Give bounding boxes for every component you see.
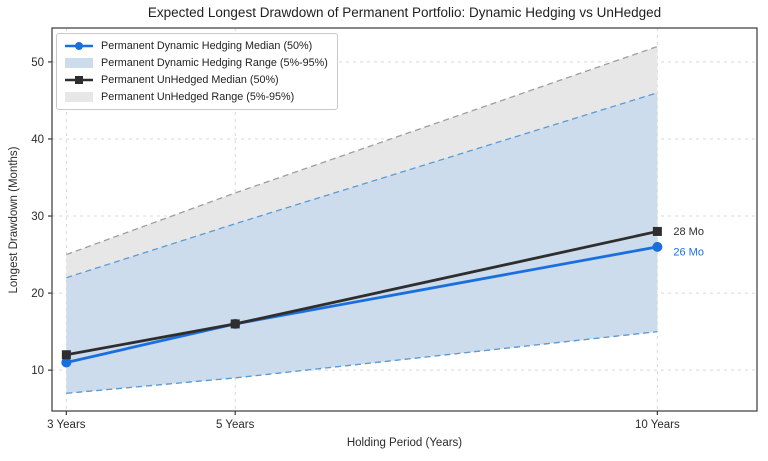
- y-tick-label: 30: [31, 211, 44, 223]
- legend-label: Permanent UnHedged Median (50%): [101, 74, 279, 86]
- circle-marker: [61, 357, 72, 368]
- circle-marker: [652, 241, 663, 252]
- line-square-marker-icon: [64, 74, 94, 86]
- y-tick-label: 40: [31, 134, 44, 146]
- x-axis-label: Holding Period (Years): [346, 437, 463, 449]
- band-swatch-icon: [64, 57, 94, 69]
- x-tick-label: 10 Years: [635, 419, 680, 431]
- square-marker: [230, 319, 240, 329]
- y-axis-label: Longest Drawdown (Months): [8, 146, 20, 294]
- x-tick-label: 3 Years: [47, 419, 86, 431]
- legend-item-unhedged-range: Permanent UnHedged Range (5%-95%): [64, 90, 328, 104]
- legend-label: Permanent Dynamic Hedging Range (5%-95%): [101, 57, 328, 69]
- legend-item-dynamic-hedging-range: Permanent Dynamic Hedging Range (5%-95%): [64, 56, 328, 70]
- range-band: [66, 92, 658, 394]
- line-circle-marker-icon: [64, 40, 94, 52]
- y-tick-label: 10: [31, 365, 44, 377]
- range-band-upper-edge: [66, 92, 658, 279]
- y-tick-label: 50: [31, 57, 44, 69]
- value-annotation: 26 Mo: [673, 246, 704, 258]
- value-annotation: 28 Mo: [673, 226, 704, 238]
- plot-border: [51, 27, 758, 412]
- chart-title: Expected Longest Drawdown of Permanent P…: [147, 5, 662, 20]
- x-tick-label: 5 Years: [216, 419, 255, 431]
- legend-label: Permanent UnHedged Range (5%-95%): [101, 91, 295, 103]
- legend-item-dynamic-hedging-median: Permanent Dynamic Hedging Median (50%): [64, 39, 328, 53]
- chart-legend: Permanent Dynamic Hedging Median (50%) P…: [56, 33, 338, 110]
- square-marker: [652, 226, 662, 236]
- legend-label: Permanent Dynamic Hedging Median (50%): [101, 40, 313, 52]
- y-tick-label: 20: [31, 288, 44, 300]
- range-band-lower-edge: [66, 330, 658, 394]
- square-marker: [61, 350, 71, 360]
- legend-item-unhedged-median: Permanent UnHedged Median (50%): [64, 73, 328, 87]
- band-swatch-icon: [64, 91, 94, 103]
